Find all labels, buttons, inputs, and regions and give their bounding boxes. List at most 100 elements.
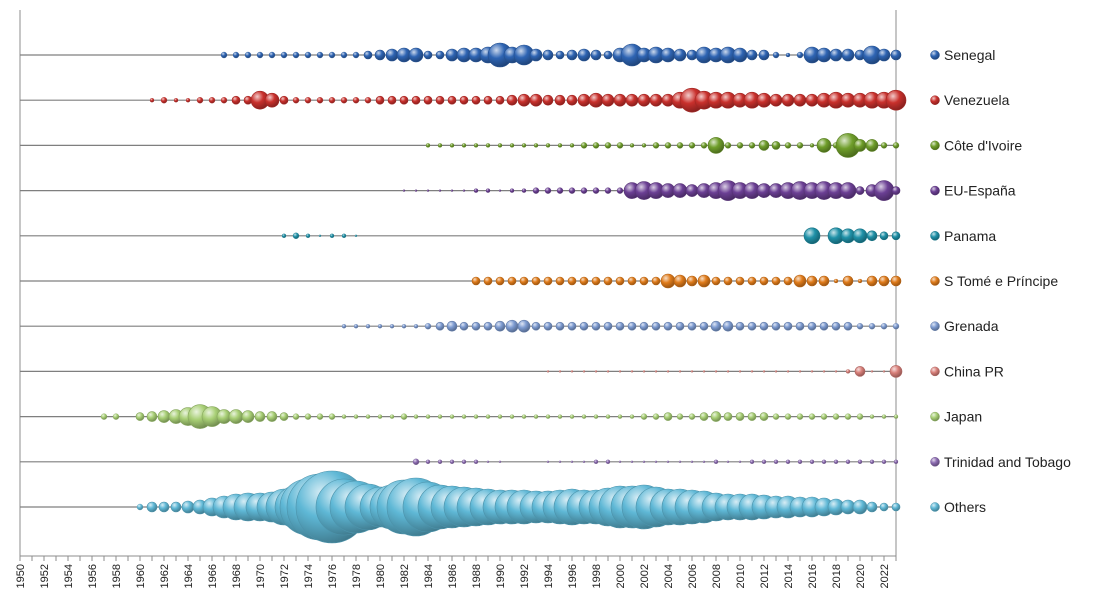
bubble-china-pr-2001: [630, 370, 634, 373]
bubble-grenada-1987: [459, 321, 469, 331]
bubble-eu-espana-1989: [485, 188, 491, 193]
bubble-senegal-1977: [340, 51, 348, 59]
bubble-senegal-1973: [292, 51, 300, 59]
bubble-venezuela-1993: [529, 93, 543, 107]
bubble-senegal-1984: [423, 50, 433, 60]
bubble-senegal-1979: [363, 50, 373, 60]
bubble-china-pr-2009: [726, 370, 730, 373]
bubble-japan-2022: [881, 414, 887, 419]
bubble-japan-1982: [400, 413, 408, 420]
series-cote-d-ivoire: [425, 133, 900, 158]
bubble-panama-2020: [852, 228, 868, 244]
bubble-s-tome-e-principe-2007: [697, 274, 711, 288]
legend-marker-s-tome-e-principe: [930, 276, 940, 286]
bubble-grenada-2011: [747, 321, 757, 331]
bubble-china-pr-2003: [654, 370, 658, 373]
bubble-cote-d-ivoire-1997: [580, 142, 588, 149]
legend-entry-cote-d-ivoire: Côte d'Ivoire: [930, 137, 1022, 153]
bubble-s-tome-e-principe-2010: [735, 276, 745, 286]
bubble-others-1960: [136, 503, 144, 511]
bubble-china-pr-2002: [642, 370, 646, 373]
bubble-senegal-1970: [256, 51, 264, 59]
bubble-senegal-1967: [220, 51, 228, 59]
bubble-trinidad-and-tobago-1989: [486, 460, 490, 463]
bubble-cote-d-ivoire-2008: [707, 137, 725, 154]
bubble-senegal-1975: [316, 51, 324, 59]
bubble-grenada-1982: [401, 324, 407, 329]
bubble-trinidad-and-tobago-2015: [797, 459, 803, 464]
bubble-japan-1960: [135, 412, 145, 421]
bubble-grenada-2017: [819, 321, 829, 331]
bubble-venezuela-1978: [352, 97, 360, 104]
bubble-cote-d-ivoire-1987: [461, 143, 467, 148]
bubble-cote-d-ivoire-1993: [533, 143, 539, 148]
bubble-s-tome-e-principe-2001: [627, 276, 637, 286]
bubble-marks: [100, 42, 907, 544]
bubble-venezuela-2001: [625, 93, 639, 107]
bubble-trinidad-and-tobago-2017: [821, 459, 827, 464]
bubble-japan-1998: [593, 414, 599, 419]
bubble-japan-1974: [304, 413, 312, 420]
bubble-panama-2022: [879, 231, 889, 241]
bubble-trinidad-and-tobago-2011: [749, 459, 755, 464]
bubble-senegal-1985: [435, 50, 445, 60]
bubble-japan-1970: [254, 411, 266, 422]
bubble-venezuela-1973: [292, 97, 300, 104]
x-tick-label: 2012: [759, 564, 771, 588]
bubble-venezuela-1982: [399, 95, 409, 105]
bubble-japan-1988: [473, 414, 479, 419]
bubble-s-tome-e-principe-2019: [842, 275, 854, 287]
bubble-grenada-1983: [413, 324, 419, 329]
bubble-venezuela-1968: [231, 95, 241, 105]
bubble-venezuela-1992: [517, 93, 531, 107]
bubble-panama-1975: [318, 234, 322, 237]
bubble-others-2021: [866, 501, 878, 513]
bubble-trinidad-and-tobago-2009: [726, 460, 730, 463]
bubble-trinidad-and-tobago-2016: [809, 459, 815, 464]
x-tick-label: 1970: [255, 564, 267, 588]
series-china-pr: [546, 365, 903, 378]
bubble-s-tome-e-principe-2004: [660, 273, 676, 289]
bubble-china-pr-2018: [834, 370, 838, 373]
bubble-grenada-2005: [675, 321, 685, 331]
bubble-venezuela-2003: [649, 93, 663, 107]
series-others: [136, 470, 901, 544]
bubble-trinidad-and-tobago-2012: [761, 459, 767, 464]
bubble-japan-1968: [228, 409, 244, 424]
bubble-japan-2021: [869, 414, 875, 419]
bubble-grenada-1981: [389, 324, 395, 329]
bubble-grenada-2020: [856, 323, 864, 330]
legend-entry-china-pr: China PR: [930, 363, 1004, 379]
bubble-grenada-1994: [543, 321, 553, 331]
bubble-cote-d-ivoire-2002: [641, 143, 647, 148]
bubble-venezuela-1984: [423, 95, 433, 105]
bubble-japan-1971: [266, 411, 278, 422]
bubble-cote-d-ivoire-1984: [425, 143, 431, 148]
bubble-trinidad-and-tobago-2023: [893, 459, 899, 464]
bubble-s-tome-e-principe-2013: [771, 276, 781, 286]
bubble-grenada-2007: [699, 321, 709, 331]
bubble-trinidad-and-tobago-2014: [785, 459, 791, 464]
bubble-trinidad-and-tobago-2018: [833, 459, 839, 464]
bubble-senegal-2023: [890, 49, 902, 61]
bubble-senegal-1969: [244, 51, 252, 59]
bubble-senegal-2004: [660, 47, 676, 63]
bubble-japan-2007: [699, 412, 709, 421]
bubble-panama-1977: [341, 233, 347, 238]
bubble-eu-espana-1994: [544, 187, 552, 194]
bubble-cote-d-ivoire-1989: [485, 143, 491, 148]
legend: Senegal Venezuela Côte d'Ivoire EU-España Pa…: [930, 47, 1071, 515]
bubble-grenada-2015: [795, 321, 805, 331]
bubble-panama-1974: [305, 233, 311, 238]
bubble-s-tome-e-principe-2020: [857, 278, 863, 284]
bubble-china-pr-2016: [810, 370, 814, 373]
bubble-venezuela-1979: [364, 97, 372, 104]
bubble-cote-d-ivoire-2006: [688, 142, 696, 149]
bubble-trinidad-and-tobago-2021: [869, 459, 875, 464]
series-s-tome-e-principe: [471, 273, 902, 289]
bubble-japan-1957: [100, 413, 108, 420]
bubble-s-tome-e-principe-2009: [723, 276, 733, 286]
x-tick-label: 1980: [375, 564, 387, 588]
bubble-others-1963: [170, 501, 182, 513]
bubble-china-pr-2015: [798, 370, 802, 373]
